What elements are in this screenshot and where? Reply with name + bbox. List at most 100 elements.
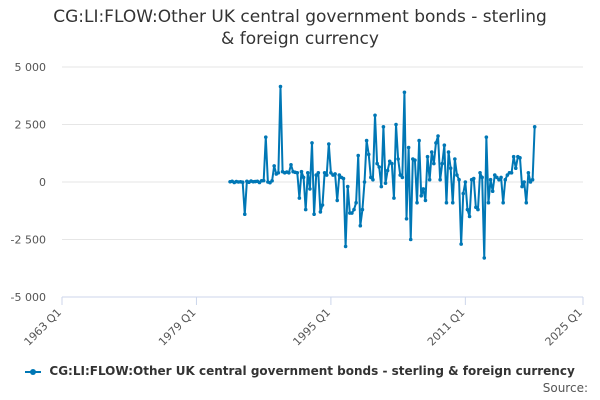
data-point[interactable] [524,200,529,205]
data-point[interactable] [444,200,449,205]
data-point[interactable] [501,200,505,205]
data-point[interactable] [499,175,503,180]
data-point[interactable] [480,175,484,180]
data-point[interactable] [467,214,472,219]
data-point[interactable] [305,171,310,175]
data-point[interactable] [465,207,470,212]
data-point[interactable] [474,205,478,210]
data-point[interactable] [528,180,533,184]
data-point[interactable] [518,156,522,160]
data-point[interactable] [272,164,276,168]
data-point[interactable] [287,171,291,175]
data-point[interactable] [327,142,331,146]
data-point[interactable] [299,169,304,174]
data-point[interactable] [413,158,417,162]
data-point[interactable] [379,184,384,189]
data-point[interactable] [383,181,388,185]
data-point[interactable] [503,177,508,182]
data-point[interactable] [312,212,316,216]
data-point[interactable] [461,191,466,196]
data-point[interactable] [406,145,411,150]
data-point[interactable] [350,211,354,215]
data-point[interactable] [419,194,424,198]
data-point[interactable] [394,122,398,127]
data-point[interactable] [314,173,319,177]
data-point[interactable] [371,177,375,182]
data-point[interactable] [364,138,369,143]
data-point[interactable] [335,198,340,203]
data-point[interactable] [434,141,438,145]
data-point[interactable] [402,90,407,95]
data-point[interactable] [345,184,350,189]
data-point[interactable] [373,113,377,118]
data-point[interactable] [436,134,440,138]
data-point[interactable] [425,154,430,159]
data-point[interactable] [366,152,371,157]
data-point[interactable] [404,217,409,221]
data-point[interactable] [318,210,323,214]
data-point[interactable] [417,138,421,143]
data-point[interactable] [532,125,537,129]
data-point[interactable] [276,171,281,175]
data-point[interactable] [240,180,245,185]
data-point[interactable] [484,135,489,139]
data-point[interactable] [490,189,495,193]
data-point[interactable] [509,171,514,175]
data-point[interactable] [492,173,497,177]
data-point[interactable] [381,125,386,129]
data-point[interactable] [497,177,501,182]
data-point[interactable] [450,200,455,205]
data-point[interactable] [295,171,300,175]
data-point[interactable] [442,143,447,147]
data-point[interactable] [301,175,306,180]
data-point[interactable] [476,207,480,212]
data-point[interactable] [387,159,392,164]
data-point[interactable] [343,244,348,249]
data-point[interactable] [396,157,400,161]
data-point[interactable] [303,207,308,212]
data-point[interactable] [520,184,524,189]
data-point[interactable] [526,171,531,175]
data-point[interactable] [522,180,526,184]
data-point[interactable] [385,168,390,173]
data-point[interactable] [333,172,337,176]
data-point[interactable] [408,237,413,242]
data-point[interactable] [505,173,510,177]
data-point[interactable] [482,256,487,260]
data-point[interactable] [438,177,442,182]
data-point[interactable] [242,212,247,216]
data-point[interactable] [310,141,314,145]
data-point[interactable] [486,200,491,205]
data-point[interactable] [337,173,342,177]
data-point[interactable] [316,171,321,175]
data-point[interactable] [297,196,302,200]
data-point[interactable] [423,198,428,203]
data-point[interactable] [513,166,518,170]
data-point[interactable] [432,161,436,166]
data-point[interactable] [530,177,535,182]
data-point[interactable] [429,150,434,154]
data-point[interactable] [263,135,268,139]
data-point[interactable] [427,177,432,182]
data-point[interactable] [324,173,329,177]
data-point[interactable] [453,157,457,161]
data-point[interactable] [390,161,394,166]
data-point[interactable] [352,207,356,212]
data-point[interactable] [358,223,363,228]
data-point[interactable] [354,200,358,205]
data-point[interactable] [278,84,283,89]
data-point[interactable] [369,175,373,180]
data-point[interactable] [400,175,405,180]
data-point[interactable] [511,154,516,159]
data-point[interactable] [495,175,499,180]
data-point[interactable] [463,180,468,184]
data-point[interactable] [356,153,361,158]
data-point[interactable] [329,171,333,175]
data-point[interactable] [270,179,274,183]
data-point[interactable] [360,207,365,212]
data-point[interactable] [289,162,293,167]
data-point[interactable] [320,203,325,207]
data-point[interactable] [421,187,426,191]
data-point[interactable] [322,171,327,175]
data-point[interactable] [261,178,266,183]
